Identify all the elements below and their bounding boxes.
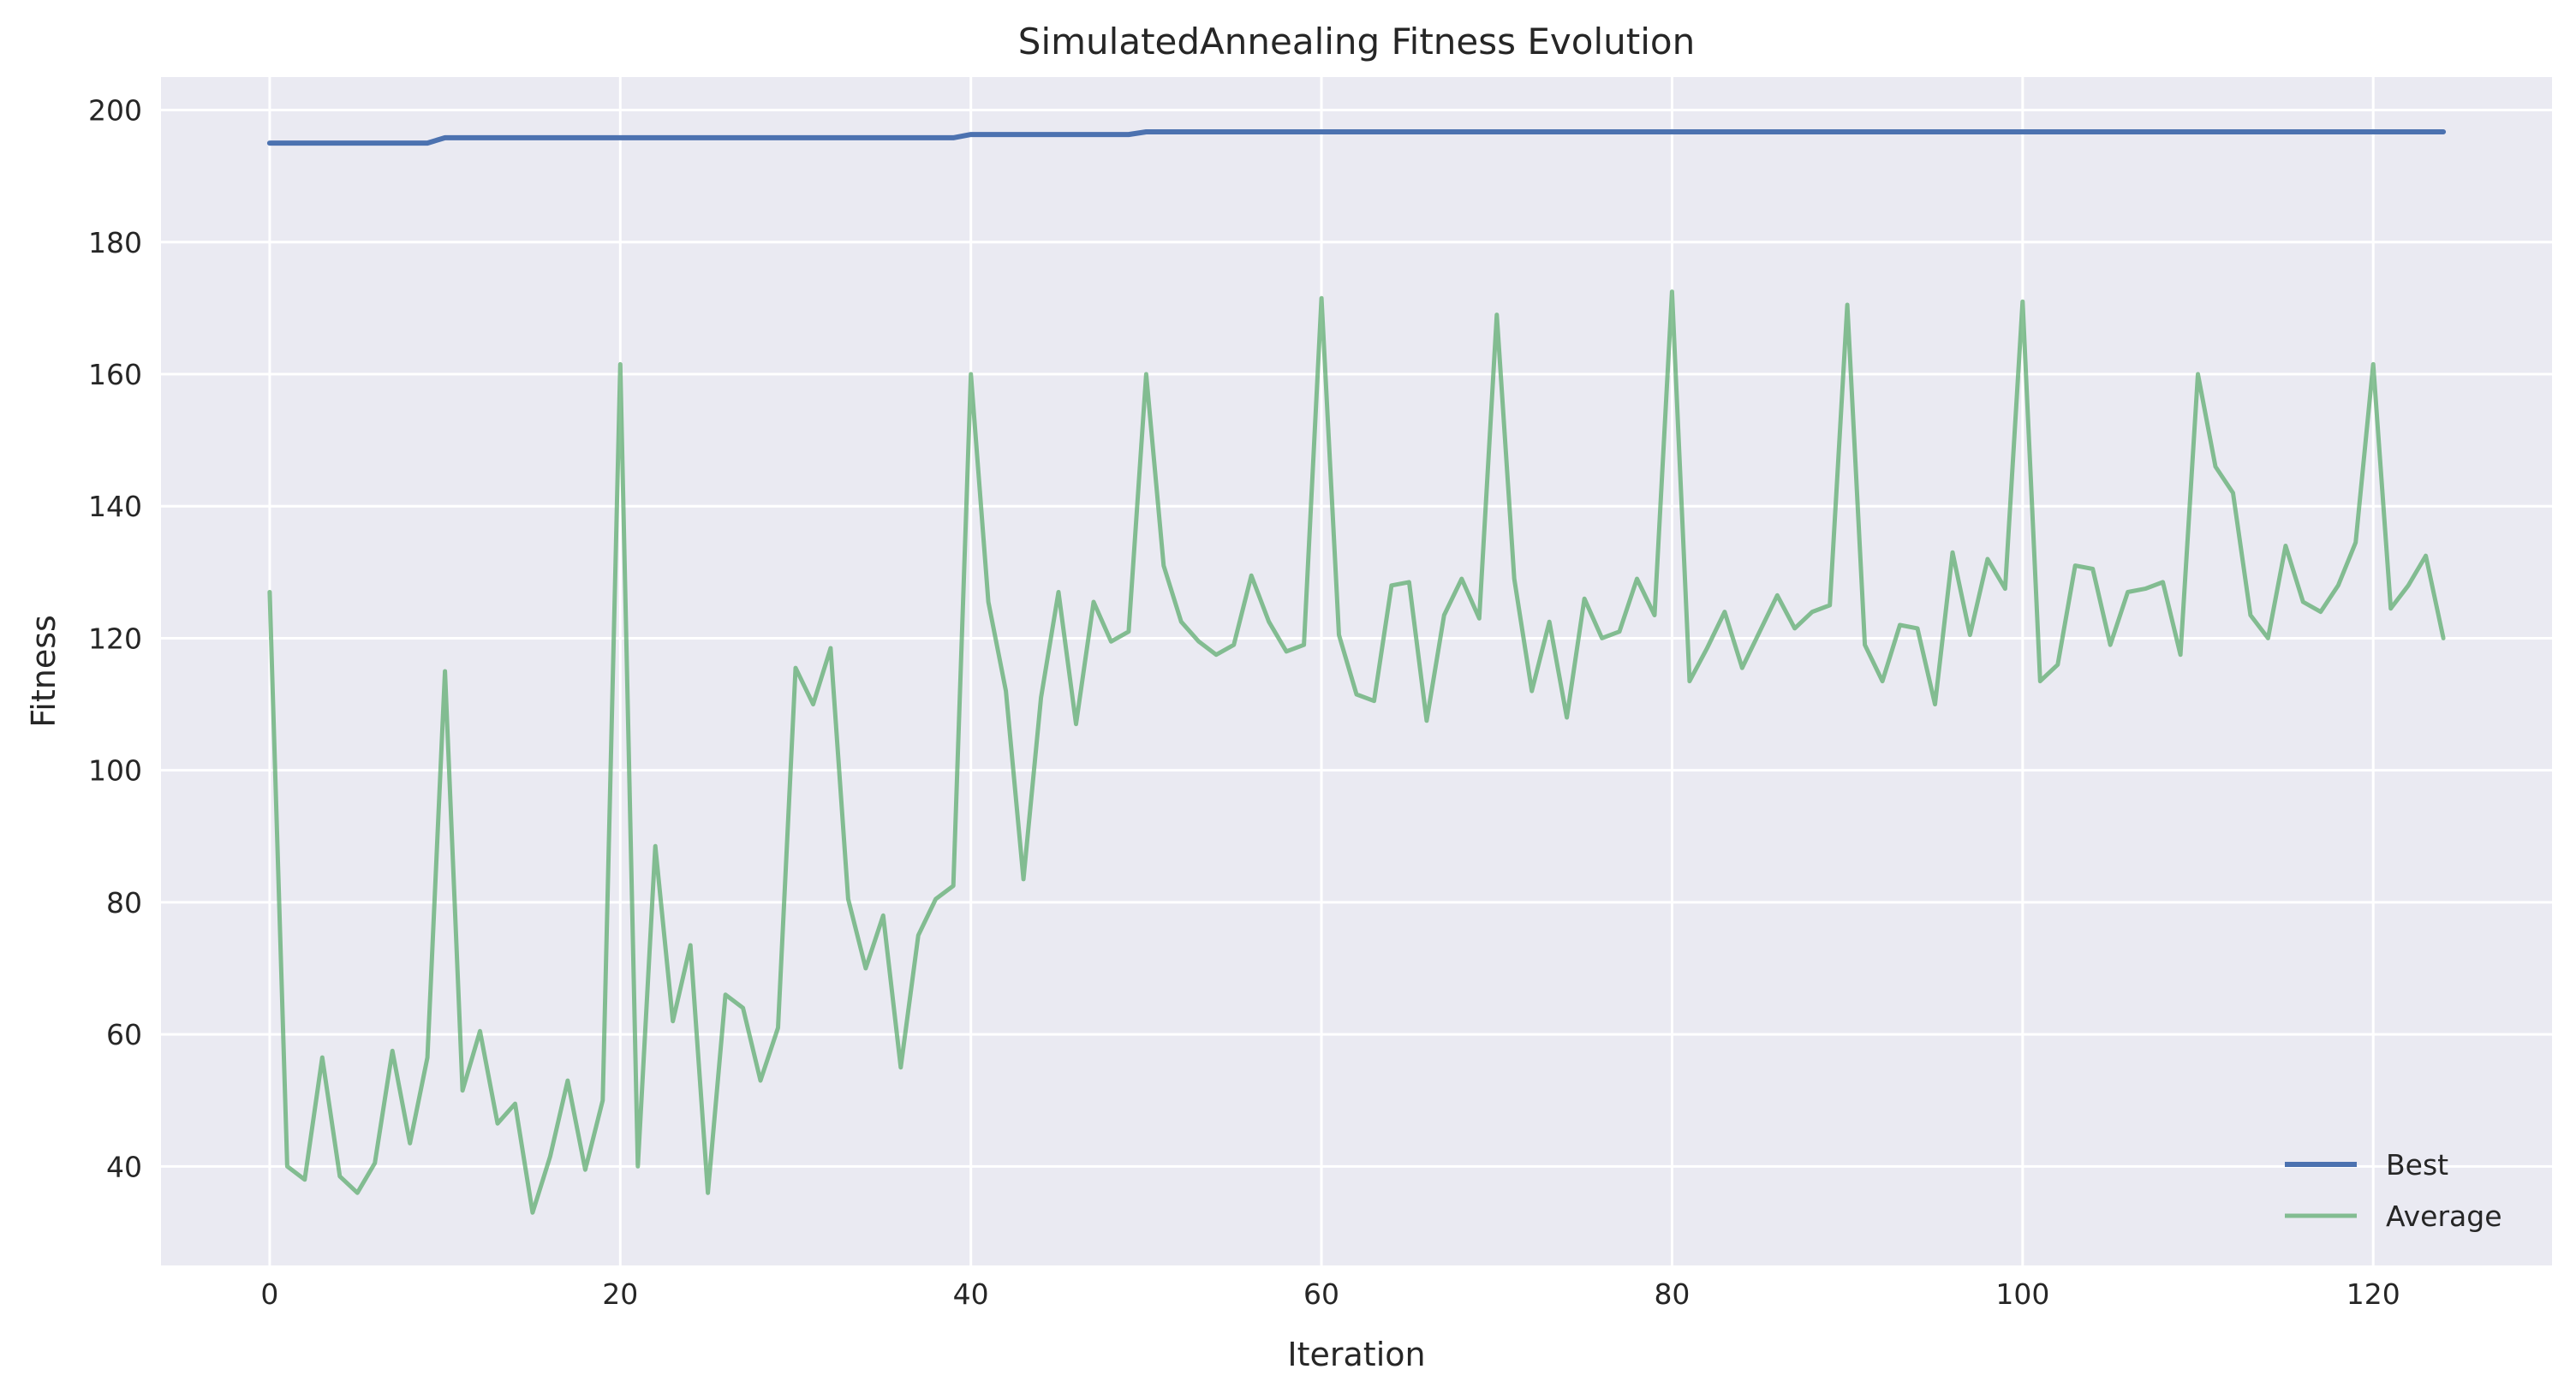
y-tick-label: 180 — [88, 226, 142, 259]
x-tick-label: 80 — [1654, 1277, 1690, 1311]
x-tick-label: 0 — [260, 1277, 278, 1311]
chart-title: SimulatedAnnealing Fitness Evolution — [1018, 21, 1695, 63]
x-axis-label: Iteration — [1287, 1336, 1425, 1373]
grid — [161, 77, 2552, 1265]
legend-label-best: Best — [2386, 1148, 2448, 1182]
y-tick-label: 100 — [88, 754, 142, 788]
y-tick-label: 120 — [88, 622, 142, 655]
legend-label-average: Average — [2386, 1200, 2502, 1233]
x-tick-label: 20 — [602, 1277, 638, 1311]
y-tick-label: 60 — [106, 1018, 142, 1051]
plot-background — [161, 77, 2552, 1265]
series-line-best — [266, 129, 2447, 146]
x-tick-label: 40 — [953, 1277, 989, 1311]
y-tick-label: 160 — [88, 358, 142, 391]
x-tick-label: 60 — [1303, 1277, 1339, 1311]
legend: Best Average — [2285, 1148, 2502, 1233]
x-tick-label: 120 — [2346, 1277, 2400, 1311]
tick-labels: 40 60 80 100 120 140 160 180 200 0 20 40 60 80 100 120 — [88, 94, 2400, 1311]
y-tick-label: 140 — [88, 490, 142, 523]
series-line-average — [267, 289, 2446, 1215]
series-layer — [266, 129, 2447, 1215]
x-tick-label: 100 — [1995, 1277, 2049, 1311]
y-axis-label: Fitness — [25, 615, 63, 728]
y-tick-label: 40 — [106, 1150, 142, 1183]
y-tick-label: 80 — [106, 886, 142, 920]
y-tick-label: 200 — [88, 94, 142, 128]
